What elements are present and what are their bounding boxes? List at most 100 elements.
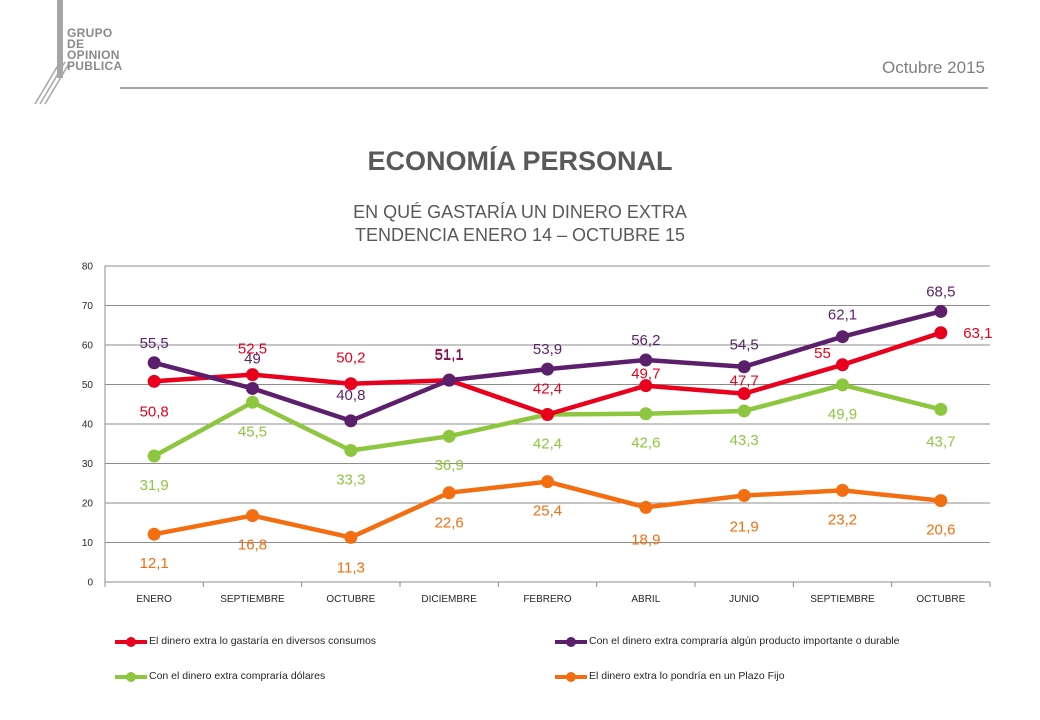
data-label: 53,9 [533,341,562,358]
series-3 [147,475,948,544]
data-point [442,373,456,387]
data-point [836,330,849,344]
data-label: 68,5 [926,283,955,300]
subtitle-line: TENDENCIA ENERO 14 – OCTUBRE 15 [354,225,686,245]
legend-swatch [115,637,147,647]
data-point [639,353,653,367]
logo-line: DE [67,37,85,51]
data-label: 33,3 [336,471,365,488]
data-point [639,407,653,421]
x-tick-label: FEBRERO [523,594,572,605]
logo-line: PUBLICA [67,59,123,73]
legend-swatch [115,672,147,682]
data-label: 42,6 [631,435,660,452]
data-label: 49 [244,350,261,367]
logo-text: GRUPO DE OPINION PUBLICA [67,26,123,73]
data-label: 62,1 [828,307,857,324]
data-label: 49,7 [631,366,660,383]
header-divider [120,87,988,89]
data-point [737,404,751,418]
subtitle-line: EN QUÉ GASTARÍA UN DINERO EXTRA [353,202,687,222]
data-point [246,395,259,409]
data-point [147,374,161,388]
data-label: 11,3 [337,559,365,576]
data-point [442,429,456,443]
legend-label: Con el dinero extra compraría algún prod… [589,635,900,647]
data-label: 50,8 [140,403,169,420]
data-label: 63,1 [963,325,992,342]
data-label: 50,2 [336,350,365,367]
x-tick-label: SEPTIEMBRE [220,594,285,605]
data-point [147,449,161,463]
data-label: 42,4 [533,436,562,453]
data-label: 25,4 [533,503,562,520]
legend-label: El dinero extra lo gastaría en diversos … [149,635,377,647]
data-point [541,475,554,489]
data-label: 16,8 [238,537,267,554]
legend-swatch [555,672,587,682]
data-point [639,379,653,393]
data-point [934,304,948,318]
x-tick-label: OCTUBRE [326,594,375,605]
x-tick-label: SEPTIEMBRE [810,594,875,605]
data-point [639,500,653,514]
legend-label: Con el dinero extra compraría dólares [149,670,326,682]
data-label: 22,6 [435,515,464,532]
data-label: 43,7 [926,433,955,450]
data-label: 55,5 [140,335,169,352]
logo-line: GRUPO [67,26,113,40]
data-point [147,356,161,370]
y-tick-label: 50 [82,380,94,391]
data-point [246,509,259,523]
data-label: 45,5 [238,423,267,440]
data-label: 18,9 [631,531,660,548]
data-point [934,326,948,340]
data-point [737,360,751,374]
legend-label: El dinero extra lo pondría en un Plazo F… [589,670,785,682]
data-point [934,402,948,416]
logo-graphic [34,0,71,105]
data-point [934,494,948,508]
data-point [442,486,456,500]
data-point [246,368,259,382]
x-tick-label: DICIEMBRE [421,594,477,605]
x-tick-label: ABRIL [631,594,660,605]
y-tick-label: 80 [82,262,94,273]
data-label: 54,5 [730,337,759,354]
data-point [737,387,751,401]
data-point [836,483,849,497]
data-label: 51,1 [435,346,464,363]
data-label: 52,5 [238,341,267,358]
y-tick-label: 30 [82,459,94,470]
data-label: 49,9 [828,406,857,423]
data-point [246,381,259,395]
y-tick-label: 20 [82,499,94,510]
chart-title: ECONOMÍA PERSONAL [367,146,673,176]
data-label: 51,1 [435,347,464,364]
x-tick-label: JUNIO [729,594,759,605]
report-date: Octubre 2015 [881,58,985,77]
data-point [344,414,358,428]
data-label: 23,2 [828,511,857,528]
data-point [737,488,751,502]
data-point [541,408,554,422]
y-tick-label: 0 [87,578,93,589]
legend-swatch [555,637,587,647]
data-label: 21,9 [730,518,759,535]
data-point [836,358,849,372]
data-label: 31,9 [140,477,169,494]
data-label: 47,7 [730,373,759,390]
data-label: 20,6 [926,522,955,539]
data-point [344,377,358,391]
data-point [836,378,849,392]
y-tick-label: 40 [82,420,94,431]
data-label: 56,2 [631,332,660,349]
data-label: 55 [814,345,831,362]
logo-line: OPINION [67,48,120,62]
data-point [344,530,358,544]
data-label: 36,9 [435,457,464,474]
y-tick-label: 60 [82,341,94,352]
data-label: 43,3 [730,432,759,449]
data-label: 42,4 [533,381,562,398]
